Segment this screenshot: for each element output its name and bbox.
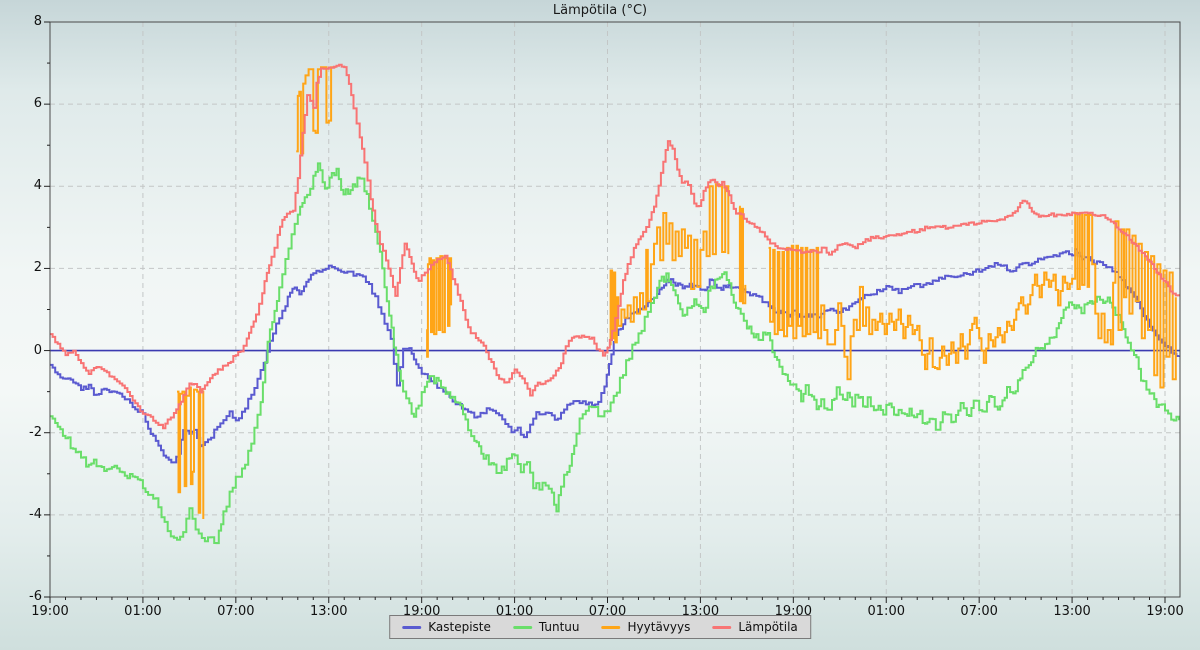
legend-item-lämpötila: Lämpötila <box>712 620 798 634</box>
series-line-hyytävyys <box>609 183 730 346</box>
series-line-lämpötila <box>50 63 1180 430</box>
legend-item-tuntuu: Tuntuu <box>512 620 580 634</box>
legend-label: Tuntuu <box>538 620 580 634</box>
series-line-tuntuu <box>50 162 1180 545</box>
legend: Kastepiste Tuntuu Hyytävyys Lämpötila <box>389 615 811 639</box>
x-tick-label: 19:00 <box>1146 604 1184 619</box>
y-tick-label: 4 <box>33 178 42 194</box>
series-line-hyytävyys <box>296 66 336 155</box>
x-tick-label: 01:00 <box>867 604 905 619</box>
y-tick-label: 0 <box>33 342 42 358</box>
legend-dash-icon <box>512 625 532 629</box>
chart-title: Lämpötila (°C) <box>552 3 648 18</box>
series-line-hyytävyys <box>738 205 747 305</box>
y-tick-label: -2 <box>29 424 42 440</box>
x-tick-label: 13:00 <box>1053 604 1091 619</box>
legend-item-kastepiste: Kastepiste <box>402 620 491 634</box>
x-tick-label: 07:00 <box>217 604 255 619</box>
legend-dash-icon <box>712 625 732 629</box>
y-tick-label: 6 <box>33 96 42 112</box>
series-group <box>50 63 1180 545</box>
series-line-kastepiste <box>50 248 1180 464</box>
series-line-hyytävyys <box>177 386 205 519</box>
x-tick-label: 19:00 <box>31 604 69 619</box>
legend-dash-icon <box>402 625 422 629</box>
y-tick-label: -6 <box>29 589 42 604</box>
legend-label: Lämpötila <box>738 620 798 634</box>
legend-item-hyytävyys: Hyytävyys <box>601 620 691 634</box>
x-tick-label: 13:00 <box>310 604 348 619</box>
x-tick-label: 07:00 <box>960 604 998 619</box>
y-tick-label: 2 <box>33 260 42 276</box>
y-tick-label: -4 <box>29 506 42 522</box>
legend-label: Hyytävyys <box>627 620 691 634</box>
y-tick-label: 8 <box>33 14 42 29</box>
x-tick-label: 01:00 <box>124 604 162 619</box>
series-line-hyytävyys <box>768 212 1177 389</box>
legend-label: Kastepiste <box>428 620 491 634</box>
legend-dash-icon <box>601 625 621 629</box>
series-line-hyytävyys <box>426 255 453 358</box>
